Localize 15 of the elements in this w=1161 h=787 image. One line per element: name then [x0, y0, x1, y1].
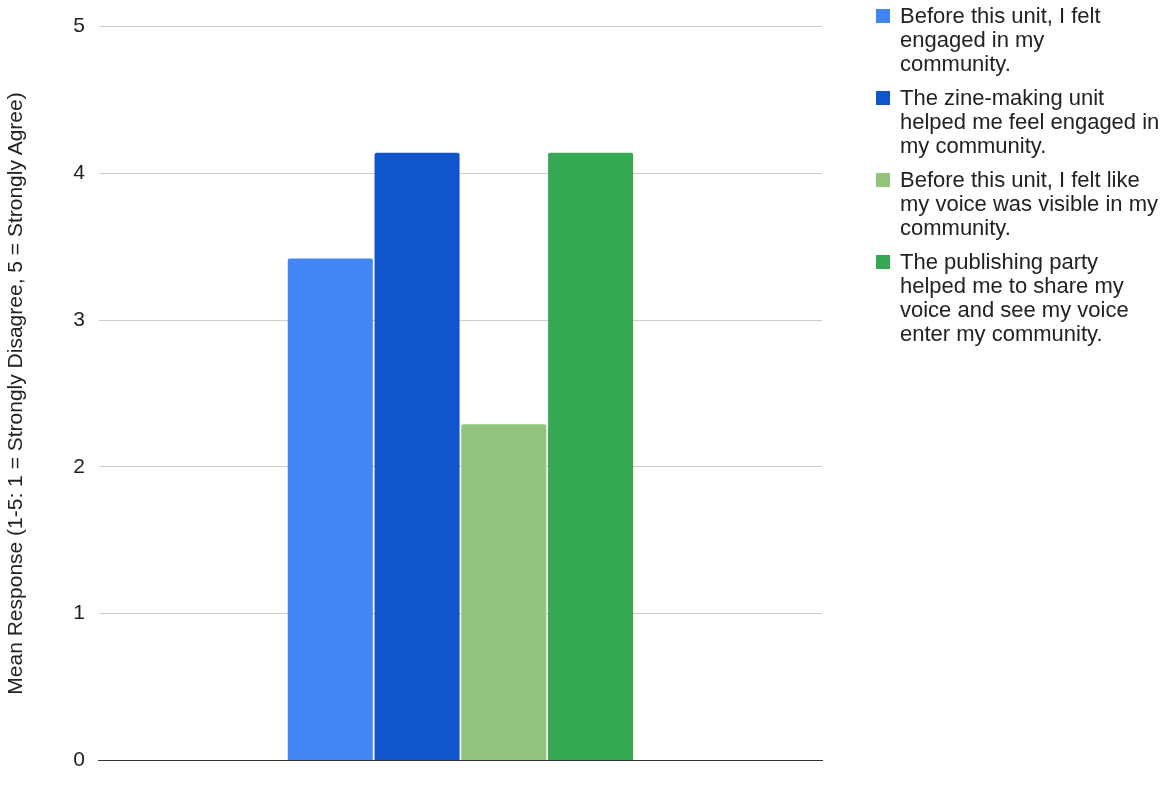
y-axis-title: Mean Response (1-5: 1 = Strongly Disagree, 5 = Strongly Agree)	[3, 92, 27, 695]
y-tick-label: 0	[73, 747, 85, 771]
bar	[461, 424, 547, 760]
bar	[374, 152, 460, 760]
y-tick-label: 1	[73, 600, 85, 624]
y-tick-label: 4	[73, 160, 86, 184]
legend-label: Before this unit, I felt engaged in my community.	[900, 3, 1102, 76]
y-tick-label: 2	[73, 453, 85, 477]
bar	[287, 258, 373, 760]
legend-label: The zine-making unit helped me feel engaged in my community.	[900, 85, 1161, 158]
y-tick-label: 3	[73, 306, 85, 330]
legend-label: The publishing party helped me to share my voice and see my voice enter my community.	[900, 249, 1130, 346]
y-tick-label: 5	[73, 13, 85, 37]
bar	[548, 152, 634, 760]
legend-label: Before this unit, I felt like my voice was visible in my community.	[900, 167, 1159, 240]
